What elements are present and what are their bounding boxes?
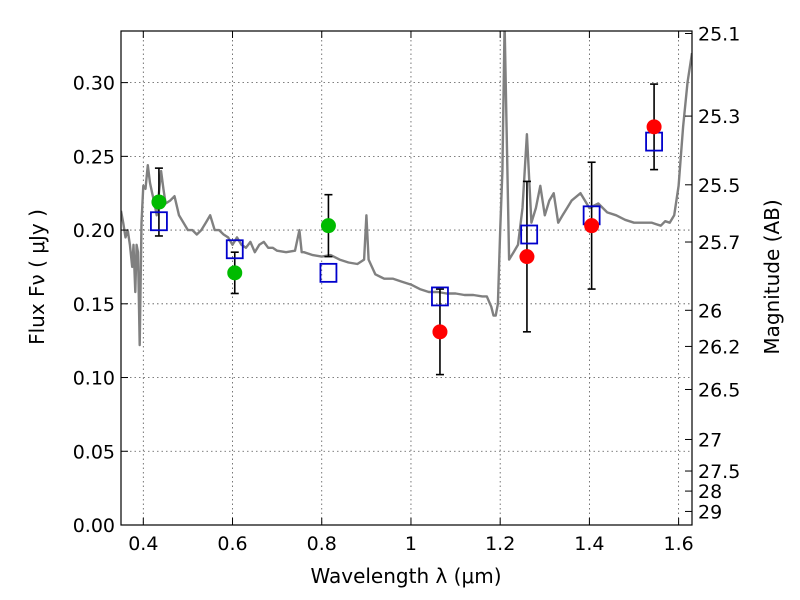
y-tick-label: 0.10 bbox=[73, 368, 115, 390]
red-data-point bbox=[584, 218, 600, 234]
error-bars-layer bbox=[154, 83, 659, 376]
model-box-layer bbox=[150, 131, 663, 307]
right-tick-label: 26.2 bbox=[698, 336, 740, 358]
model-box bbox=[225, 239, 244, 260]
x-tick-label: 1.2 bbox=[485, 533, 515, 555]
y-tick-label: 0.15 bbox=[73, 294, 115, 316]
grid-lines bbox=[121, 31, 692, 526]
right-tick-label: 25.5 bbox=[698, 175, 740, 197]
right-tick-label: 26.5 bbox=[698, 379, 740, 401]
green-data-point bbox=[320, 218, 336, 234]
model-box bbox=[520, 224, 539, 245]
red-data-point bbox=[646, 119, 662, 135]
y-tick-label: 0.05 bbox=[73, 441, 115, 463]
y-tick-label: 0.30 bbox=[73, 73, 115, 95]
y-axis-label: Flux Fν ( μJy ) bbox=[25, 209, 49, 345]
right-axis-label: Magnitude (AB) bbox=[760, 199, 784, 354]
model-box bbox=[645, 131, 663, 152]
y-tick-labels: 0.00 0.05 0.10 0.15 0.20 0.25 0.30 bbox=[73, 73, 115, 537]
model-box bbox=[319, 262, 338, 283]
spectrum-line bbox=[121, 31, 692, 347]
y-tick-label: 0.20 bbox=[73, 220, 115, 242]
green-data-point bbox=[227, 265, 243, 281]
model-box bbox=[431, 286, 449, 307]
x-tick-label: 0.4 bbox=[128, 533, 158, 555]
right-tick-label: 26 bbox=[698, 300, 722, 322]
x-axis-label: Wavelength λ (μm) bbox=[310, 564, 501, 588]
x-tick-label: 1.6 bbox=[664, 533, 694, 555]
red-data-point bbox=[432, 324, 448, 340]
right-tick-label: 29 bbox=[698, 501, 722, 523]
x-tick-labels: 0.4 0.6 0.8 1 1.2 1.4 1.6 bbox=[128, 533, 694, 555]
y-tick-label: 0.00 bbox=[73, 515, 115, 537]
red-data-point bbox=[519, 249, 535, 265]
y-tick-label: 0.25 bbox=[73, 146, 115, 168]
right-tick-label: 28 bbox=[698, 481, 722, 503]
x-tick-label: 0.8 bbox=[307, 533, 337, 555]
spectrum-layer bbox=[121, 31, 692, 347]
x-tick-label: 1 bbox=[405, 533, 417, 555]
right-tick-label: 25.3 bbox=[698, 106, 740, 128]
x-tick-label: 1.4 bbox=[574, 533, 604, 555]
green-data-point bbox=[151, 194, 167, 210]
right-tick-label: 27.5 bbox=[698, 461, 740, 483]
plot-frame bbox=[120, 30, 693, 526]
model-box bbox=[150, 211, 168, 232]
x-tick-label: 0.6 bbox=[217, 533, 247, 555]
right-tick-label: 25.7 bbox=[698, 232, 740, 254]
tick-marks bbox=[121, 31, 692, 526]
right-tick-label: 27 bbox=[698, 429, 722, 451]
photometry-points-layer bbox=[151, 119, 662, 340]
right-tick-label: 25.1 bbox=[698, 24, 740, 46]
